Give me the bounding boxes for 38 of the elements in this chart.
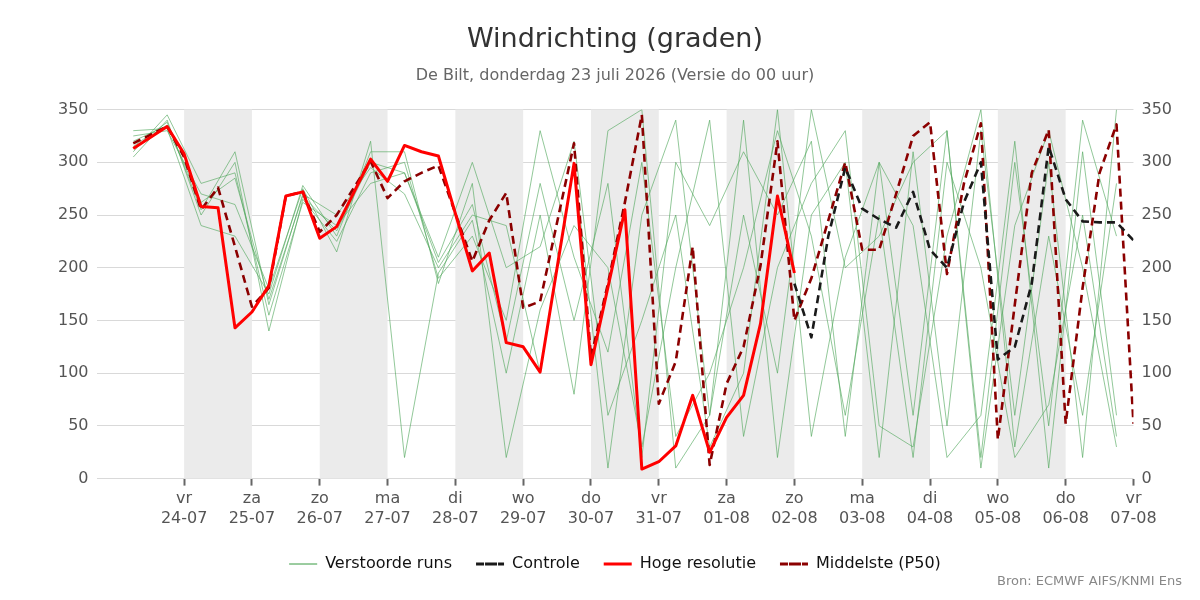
- y-tick-label: 50: [68, 415, 89, 435]
- legend-label: Middelste (P50): [815, 553, 941, 573]
- y2-tick-label: 50: [1141, 415, 1162, 435]
- x-tick-label: wo 29-07: [499, 488, 547, 527]
- x-tick-label: vr 07-08: [1110, 488, 1157, 527]
- x-tick-label: do 06-08: [1042, 488, 1089, 527]
- y2-tick-label: 0: [1141, 467, 1152, 487]
- x-tick-label: ma 03-08: [838, 488, 886, 527]
- y-tick-label: 0: [78, 467, 89, 487]
- y-tick-label: 200: [57, 256, 89, 276]
- y-tick-label: 150: [57, 309, 89, 329]
- x-tick-label: ma 27-07: [364, 488, 411, 527]
- x-tick-label: za 25-07: [228, 488, 276, 527]
- y-tick-label: 250: [57, 204, 89, 224]
- x-tick-label: za 01-08: [703, 488, 750, 527]
- legend-label: Hoge resolutie: [639, 553, 756, 573]
- x-tick-label: do 30-07: [567, 488, 615, 527]
- x-tick-label: vr 31-07: [635, 488, 683, 527]
- chart-title: Windrichting (graden): [466, 22, 764, 54]
- chart-subtitle: De Bilt, donderdag 23 juli 2026 (Versie do 00 uur): [415, 65, 815, 85]
- text: Bron: ECMWF AIFS/KNMI Ens: [997, 572, 1183, 588]
- y2-tick-label: 200: [1141, 256, 1173, 276]
- y-tick-label: 100: [57, 362, 89, 382]
- x-tick-label: di 04-08: [906, 488, 954, 527]
- y2-tick-label: 300: [1141, 151, 1173, 171]
- y-tick-label: 300: [57, 151, 89, 171]
- y2-tick-label: 100: [1141, 362, 1173, 382]
- legend-label: Verstoorde runs: [325, 553, 453, 573]
- y2-tick-label: 250: [1141, 204, 1173, 224]
- y2-tick-label: 350: [1141, 98, 1173, 118]
- x-tick-label: zo 02-08: [771, 488, 818, 527]
- x-tick-label: di 28-07: [432, 488, 479, 527]
- x-tick-label: vr 24-07: [160, 488, 208, 527]
- y-tick-label: 350: [57, 98, 89, 118]
- y2-tick-label: 150: [1141, 309, 1173, 329]
- legend-label: Controle: [512, 553, 580, 573]
- x-tick-label: wo 05-08: [974, 488, 1022, 527]
- x-tick-label: zo 26-07: [296, 488, 343, 527]
